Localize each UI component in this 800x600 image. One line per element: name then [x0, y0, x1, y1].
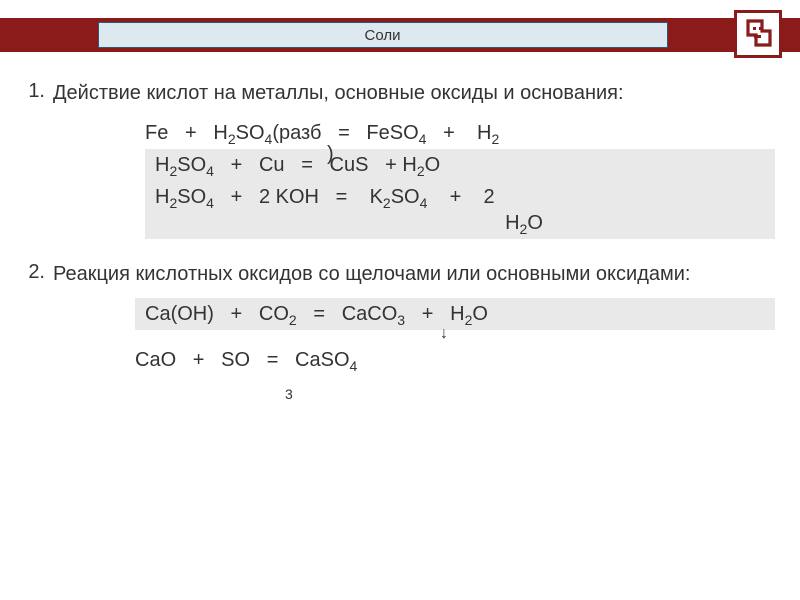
content-area: 1. Действие кислот на металлы, основные … [25, 80, 775, 398]
list-item: 1. Действие кислот на металлы, основные … [25, 80, 775, 107]
logo-icon [734, 10, 782, 58]
equation-row: H2SO4 + 2 KOH = K2SO4 + 2 H2O [145, 181, 775, 239]
dilute-close-paren: ) [327, 143, 334, 166]
slide-title: Соли [365, 27, 401, 44]
equation-row: Fe + H2SO4(разб = FeSO4 + H2 [135, 117, 775, 149]
equation-row: CaO + SO = CaSO4 [125, 344, 775, 376]
header-bar: Соли [0, 18, 800, 52]
item-number: 1. [25, 80, 53, 103]
item-number: 2. [25, 261, 53, 284]
equations-block-1: Fe + H2SO4(разб = FeSO4 + H2 H2SO4 + Cu … [135, 117, 775, 239]
equations-block-2: Ca(OH) + CO2 = CaCO3 + H2O CaO + SO = Ca… [125, 298, 775, 376]
subscript-so3: 3 [285, 386, 293, 402]
equation-row: H2SO4 + Cu = CuS + H2O [145, 149, 775, 181]
down-arrow-icon: ↓ [440, 325, 448, 343]
item-text: Действие кислот на металлы, основные окс… [53, 80, 775, 107]
item-text: Реакция кислотных оксидов со щелочами ил… [53, 261, 775, 288]
list-item: 2. Реакция кислотных оксидов со щелочами… [25, 261, 775, 288]
equation-row: Ca(OH) + CO2 = CaCO3 + H2O [135, 298, 775, 330]
slide-title-box: Соли [98, 22, 668, 48]
